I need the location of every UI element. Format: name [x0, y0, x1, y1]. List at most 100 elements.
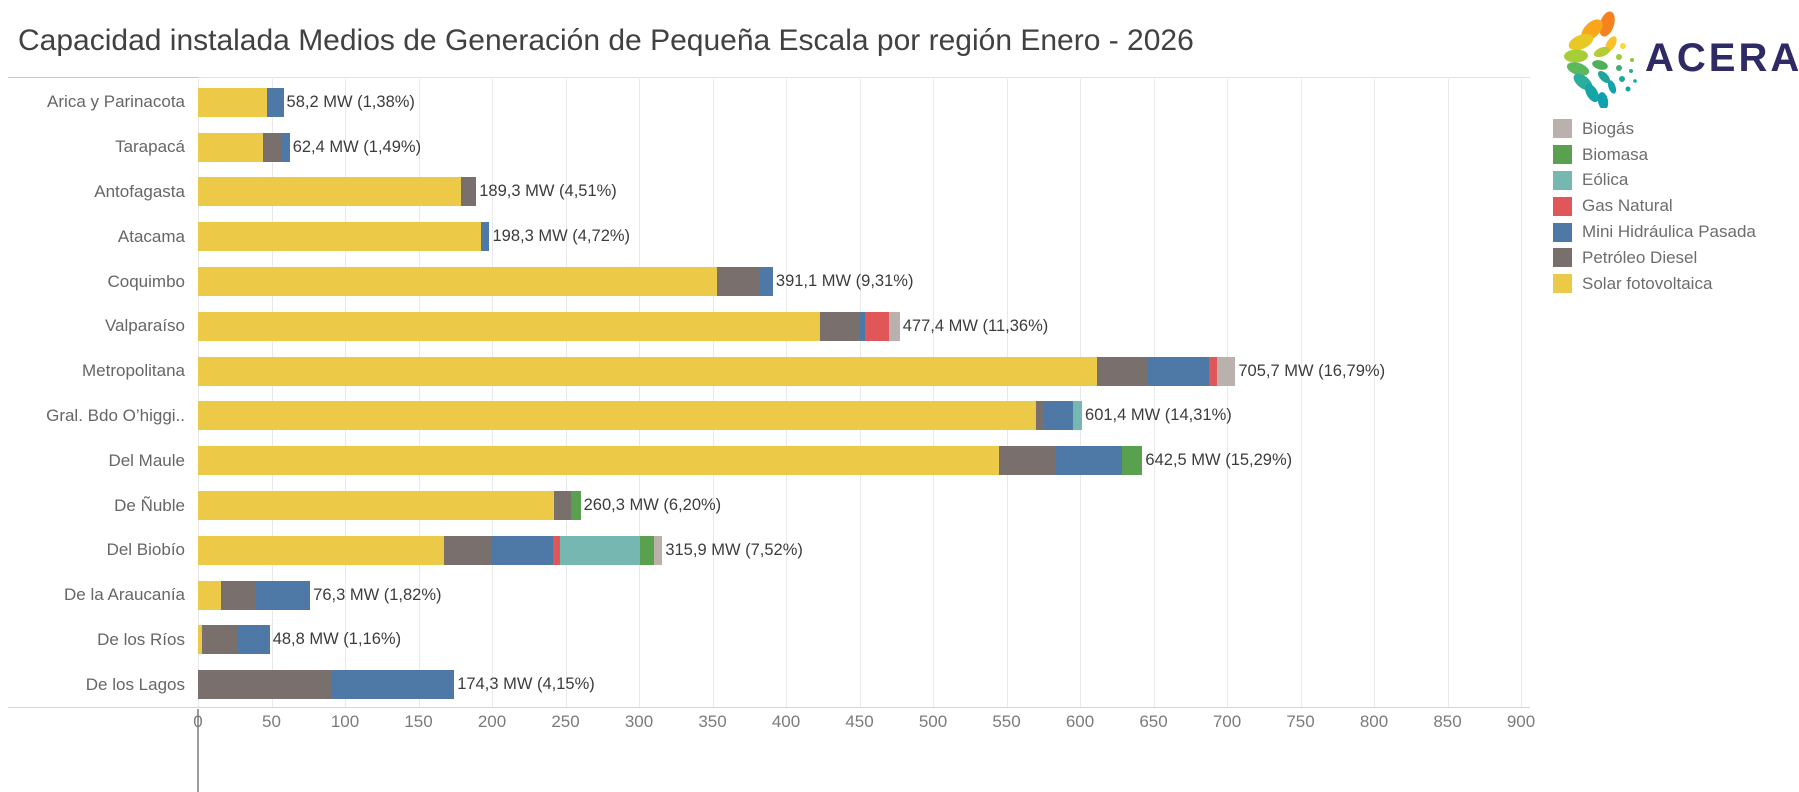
bar-segment-bioga-s[interactable] [653, 535, 663, 565]
region-label[interactable]: Antofagasta [94, 181, 185, 201]
bar-segment-solar-fotovoltaica[interactable] [198, 625, 203, 655]
bar-value-label: 174,3 MW (4,15%) [457, 675, 595, 694]
legend-swatch [1553, 248, 1572, 268]
bar-track [198, 87, 284, 117]
region-label[interactable]: Valparaíso [104, 316, 185, 336]
region-label[interactable]: Arica y Parinacota [47, 92, 185, 112]
region-label[interactable]: Atacama [117, 226, 185, 246]
bar-segment-solar-fotovoltaica[interactable] [198, 446, 999, 476]
legend-label: Eólica [1582, 170, 1629, 190]
gridline [1227, 79, 1228, 707]
bar-segment-petro-leo-diesel[interactable] [819, 311, 859, 341]
bar-value-label: 391,1 MW (9,31%) [775, 272, 914, 291]
bar-segment-solar-fotovoltaica[interactable] [198, 401, 1037, 431]
bar-segment-mini-hidra-ulica-pasada[interactable] [858, 311, 865, 341]
region-label[interactable]: Gral. Bdo O’higgi.. [46, 405, 185, 425]
bar-segment-bioga-s[interactable] [1216, 356, 1236, 386]
bar-value-label: 62,4 MW (1,49%) [292, 137, 422, 156]
region-label[interactable]: De la Araucanía [64, 585, 185, 605]
x-axis-tick-label: 850 [1433, 712, 1462, 731]
bar-segment-petro-leo-diesel[interactable] [444, 535, 492, 565]
bar-segment-eo-lica[interactable] [1072, 401, 1083, 431]
bar-segment-mini-hidra-ulica-pasada[interactable] [267, 87, 284, 117]
bar-segment-biomasa[interactable] [571, 491, 581, 521]
bar-segment-petro-leo-diesel[interactable] [998, 446, 1057, 476]
bar-value-label: 76,3 MW (1,82%) [313, 585, 442, 604]
bar-segment-solar-fotovoltaica[interactable] [198, 267, 717, 297]
legend-item-biomasa[interactable]: Biomasa [1553, 142, 1793, 168]
x-axis-tick-label: 750 [1286, 712, 1315, 731]
bar-segment-solar-fotovoltaica[interactable] [198, 580, 221, 610]
bar-segment-solar-fotovoltaica[interactable] [198, 222, 482, 252]
x-axis-tick-label: 400 [771, 712, 801, 731]
bar-segment-gas-natural[interactable] [552, 535, 560, 565]
region-label[interactable]: Tarapacá [115, 137, 185, 157]
legend-item-petro-leo-diesel[interactable]: Petróleo Diesel [1553, 245, 1793, 271]
bar-segment-solar-fotovoltaica[interactable] [198, 87, 268, 117]
bar-segment-solar-fotovoltaica[interactable] [198, 491, 555, 521]
bar-segment-biomasa[interactable] [1121, 446, 1143, 476]
bar-segment-petro-leo-diesel[interactable] [220, 580, 257, 610]
gridline [565, 79, 567, 707]
bar-track [198, 401, 1083, 431]
legend-swatch [1553, 222, 1572, 242]
x-axis-tick-label: 200 [477, 712, 507, 731]
bar-segment-mini-hidra-ulica-pasada[interactable] [1043, 401, 1073, 431]
gridline [271, 79, 273, 707]
bar-segment-solar-fotovoltaica[interactable] [198, 177, 461, 207]
gridline [712, 79, 714, 707]
region-label[interactable]: Metropolitana [81, 361, 185, 381]
bar-segment-mini-hidra-ulica-pasada[interactable] [237, 625, 270, 655]
bar-segment-mini-hidra-ulica-pasada[interactable] [281, 132, 290, 162]
bar-segment-petro-leo-diesel[interactable] [1036, 401, 1044, 431]
legend-swatch [1553, 119, 1572, 139]
bar-segment-solar-fotovoltaica[interactable] [198, 132, 263, 162]
bar-segment-petro-leo-diesel[interactable] [198, 670, 332, 700]
bar-segment-biomasa[interactable] [639, 535, 654, 565]
bar-segment-petro-leo-diesel[interactable] [460, 177, 477, 207]
bar-segment-petro-leo-diesel[interactable] [262, 132, 282, 162]
bar-segment-petro-leo-diesel[interactable] [202, 625, 238, 655]
bar-segment-eo-lica[interactable] [559, 535, 640, 565]
bar-segment-mini-hidra-ulica-pasada[interactable] [481, 222, 490, 252]
legend-item-mini-hidra-ulica-pasada[interactable]: Mini Hidráulica Pasada [1553, 219, 1793, 245]
bar-segment-petro-leo-diesel[interactable] [716, 267, 759, 297]
gridline [639, 79, 640, 707]
bar-segment-gas-natural[interactable] [864, 311, 889, 341]
region-label[interactable]: De los Ríos [97, 629, 185, 649]
bar-segment-petro-leo-diesel[interactable] [1096, 356, 1149, 386]
legend-item-eo-lica[interactable]: Eólica [1553, 168, 1793, 194]
bar-segment-solar-fotovoltaica[interactable] [198, 356, 1097, 386]
region-label[interactable]: Coquimbo [107, 271, 186, 291]
bar-segment-solar-fotovoltaica[interactable] [198, 311, 820, 341]
bar-segment-mini-hidra-ulica-pasada[interactable] [256, 580, 311, 610]
bar-segment-mini-hidra-ulica-pasada[interactable] [1056, 446, 1122, 476]
bar-rows: Arica y Parinacota 58,2 MW (1,38%) Tarap… [0, 80, 1545, 707]
chart-row-gral-bdo-o-higgi: Gral. Bdo O’higgi.. 601,4 MW (14,31%) [0, 394, 1545, 439]
gridline [418, 79, 420, 707]
bar-segment-gas-natural[interactable] [1208, 356, 1217, 386]
bar-value-label: 642,5 MW (15,29%) [1145, 451, 1293, 470]
bar-segment-petro-leo-diesel[interactable] [554, 491, 572, 521]
legend-item-solar-fotovoltaica[interactable]: Solar fotovoltaica [1553, 271, 1793, 297]
region-label[interactable]: Del Biobío [106, 540, 185, 560]
legend-label: Gas Natural [1582, 196, 1673, 216]
bar-segment-mini-hidra-ulica-pasada[interactable] [491, 535, 553, 565]
x-axis-tick-label: 900 [1506, 712, 1536, 731]
bar-segment-mini-hidra-ulica-pasada[interactable] [1148, 356, 1209, 386]
bar-segment-bioga-s[interactable] [888, 311, 900, 341]
gridline [933, 79, 934, 707]
bar-segment-mini-hidra-ulica-pasada[interactable] [758, 267, 773, 297]
bar-track [198, 311, 900, 341]
legend-item-gas-natural[interactable]: Gas Natural [1553, 193, 1793, 219]
x-axis-tick-label: 300 [624, 712, 654, 731]
bar-segment-solar-fotovoltaica[interactable] [198, 535, 445, 565]
region-label[interactable]: De los Lagos [85, 674, 185, 694]
region-label[interactable]: De Ñuble [114, 495, 185, 515]
x-axis: 0 50 100 150 200 250 300 350 400 450 500 550 600 650 7… [0, 712, 1560, 736]
bar-segment-mini-hidra-ulica-pasada[interactable] [331, 670, 455, 700]
gridline [492, 79, 493, 707]
gridline [1447, 79, 1449, 707]
region-label[interactable]: Del Maule [108, 450, 185, 470]
legend-item-bioga-s[interactable]: Biogás [1553, 116, 1793, 142]
